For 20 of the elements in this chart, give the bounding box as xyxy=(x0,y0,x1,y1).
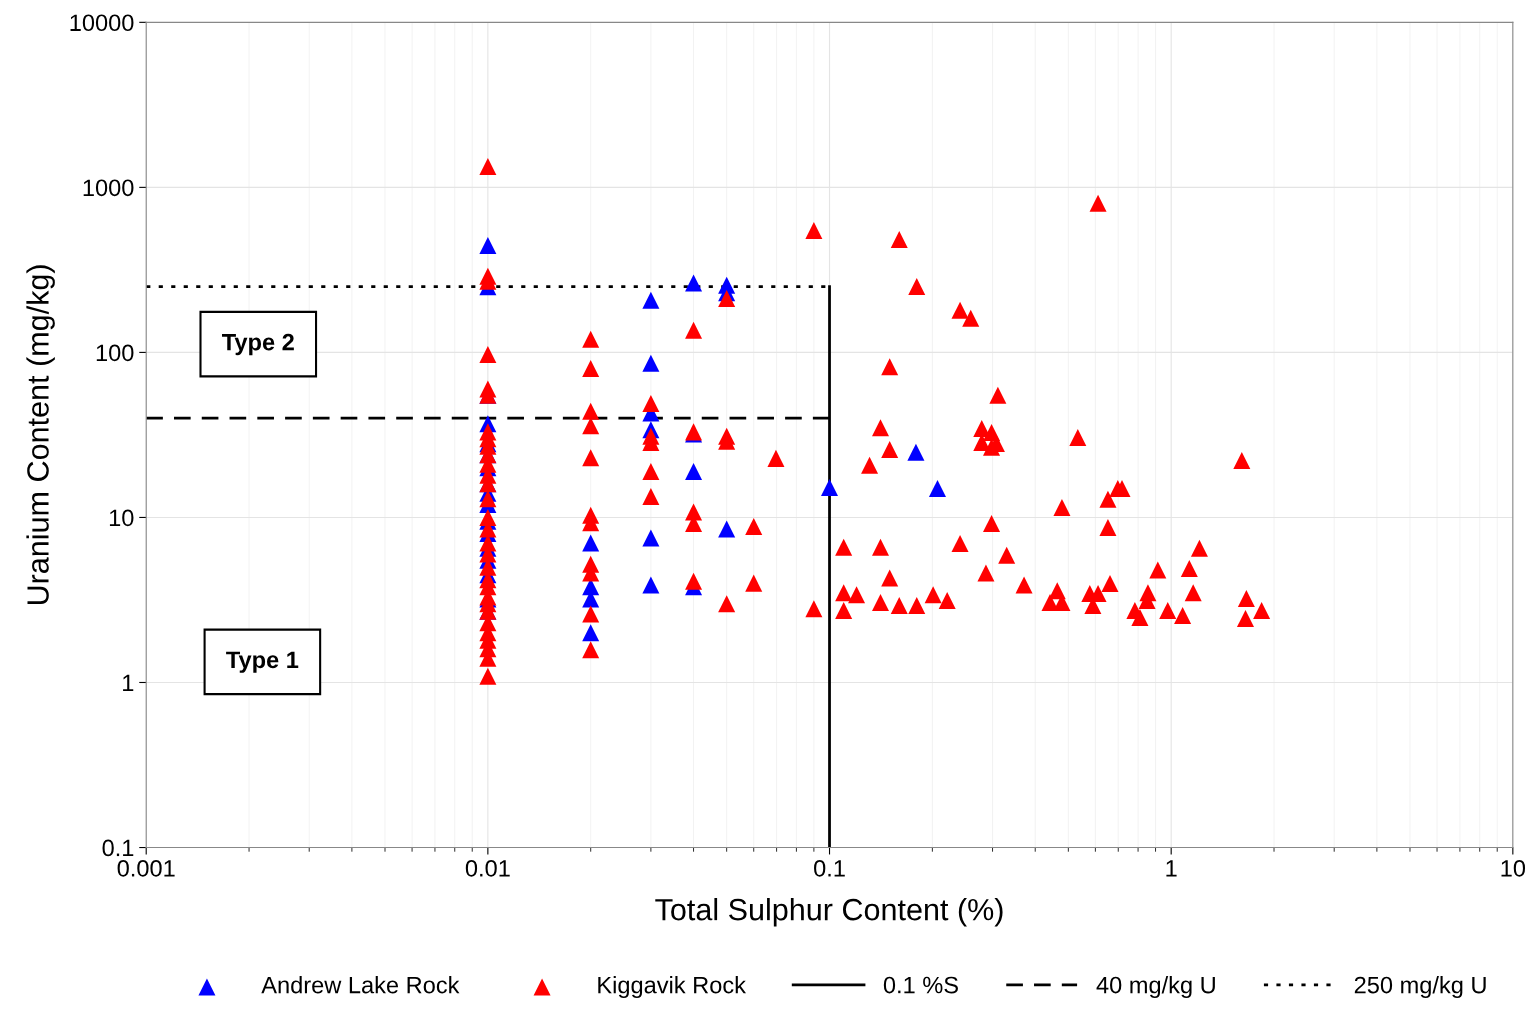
y-tick-label: 0.1 xyxy=(102,839,134,857)
y-tick-label: 100 xyxy=(96,344,134,362)
y-tick-label: 1000 xyxy=(83,179,134,197)
legend-label: Kiggavik Rock xyxy=(598,976,746,999)
y-tick-label: 10 xyxy=(109,509,134,527)
x-tick-label: 0.01 xyxy=(465,859,510,877)
annotation: Type 2 xyxy=(222,333,294,356)
y-axis-title: Uranium Content (mg/kg) xyxy=(26,265,55,605)
annotation: Type 1 xyxy=(226,651,299,673)
x-tick-label: 0.1 xyxy=(814,859,845,877)
legend-label: 40 mg/kg U xyxy=(1096,976,1215,999)
x-tick-label: 10 xyxy=(1501,859,1526,877)
legend-label: 0.1 %S xyxy=(883,976,958,994)
x-tick-label: 0.001 xyxy=(117,859,175,877)
x-tick-label: 1 xyxy=(1166,860,1177,877)
x-axis-title: Total Sulphur Content (%) xyxy=(655,898,1003,927)
legend-label: 250 mg/kg U xyxy=(1354,976,1486,999)
legend-label: Andrew Lake Rock xyxy=(261,976,460,994)
y-tick-label: 10000 xyxy=(70,14,134,32)
y-tick-label: 1 xyxy=(123,674,134,692)
